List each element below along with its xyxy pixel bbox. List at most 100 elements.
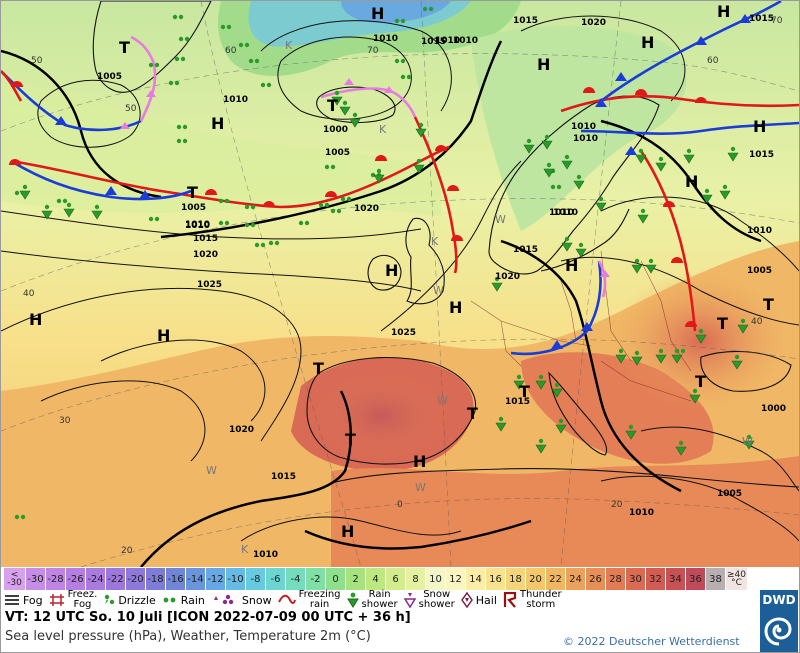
weather-legend: Fog Freez. Fog Drizzle Rain Snow Freezin…: [4, 590, 759, 610]
rain-dot: [176, 124, 182, 130]
rain-dot: [550, 184, 556, 190]
scale-cell: -26: [66, 568, 86, 590]
warm-front-semicircle: [671, 257, 683, 263]
pressure-label: 1000: [323, 125, 348, 135]
legend-thunderstorm: Thunder storm: [503, 590, 562, 610]
legend-thunderstorm-label: Thunder storm: [519, 589, 562, 610]
pressure-label: 1020: [495, 272, 520, 282]
baltic-coast: [540, 208, 630, 272]
lat-label: 60: [225, 46, 237, 56]
pressure-label: 1025: [391, 328, 416, 338]
scale-cell: -30: [26, 568, 46, 590]
rain-dot: [244, 42, 250, 48]
rain-shower-triangle: [555, 424, 567, 434]
greenland-coast: [92, 1, 212, 93]
copyright[interactable]: © 2022 Deutscher Wetterdienst: [563, 635, 740, 648]
rain-shower-dot: [648, 258, 654, 264]
scale-cell: 38: [706, 568, 726, 590]
lat-label: 70: [367, 46, 379, 56]
scale-cell: -10: [226, 568, 246, 590]
pressure-label: 1005: [717, 489, 742, 499]
graticule: [1, 1, 799, 567]
temperature-scale: < -30 -30 -28 -26 -24 -22 -20 -18 -16 -14 -12 -10-…: [4, 568, 748, 590]
rain-dot: [148, 216, 154, 222]
rain-shower-triangle: [731, 360, 743, 370]
cold-front-russia: [639, 150, 697, 332]
pressure-label: 1015: [513, 245, 538, 255]
pressure-centers: H H H H H H H H H H H H H H T T T T T T T T T T: [29, 2, 774, 541]
pressure-label: 1015: [749, 150, 774, 160]
lat-label: 0: [397, 500, 403, 510]
weather-code-labels: W W W W W W K K K K: [206, 39, 753, 556]
rain-dot: [62, 198, 68, 204]
ireland-coast: [367, 254, 402, 291]
legend-fog-label: Fog: [23, 593, 43, 607]
dwd-logo-text: DWD: [762, 593, 796, 607]
rain-shower-dot: [558, 418, 564, 424]
rain-shower-dot: [674, 348, 680, 354]
rain-dot: [346, 196, 352, 202]
legend-snow-label: Snow: [241, 593, 272, 607]
rain-shower-dot: [734, 354, 740, 360]
scandinavia-coast: [488, 95, 660, 275]
rain-shower-triangle: [413, 164, 425, 174]
rain-dot: [422, 6, 428, 12]
low-pressure-marker: T: [695, 372, 706, 391]
scale-high-value: ≥40: [727, 570, 746, 580]
rain-shower-triangle: [719, 190, 731, 200]
rain-shower-triangle: [535, 444, 547, 454]
legend-snow: Snow: [211, 593, 272, 607]
rain-shower-triangle: [543, 168, 555, 178]
valid-time: VT: 12 UTC So. 10 Juli [ICON 2022-07-09 …: [5, 610, 411, 625]
rain-dot: [244, 222, 250, 228]
rain-shower-dot: [638, 148, 644, 154]
low-pressure-marker: T: [519, 382, 530, 401]
rain-dot: [174, 80, 180, 86]
rain-dot: [154, 216, 160, 222]
rain-dot: [172, 14, 178, 20]
rain-shower-triangle: [683, 154, 695, 164]
rain-shower-triangle: [637, 214, 649, 224]
rain-dot: [330, 164, 336, 170]
rain-shower-dot: [554, 382, 560, 388]
coastlines: [92, 1, 799, 488]
rain-shower-triangle: [671, 354, 683, 364]
rain-dot: [178, 14, 184, 20]
rain-dot: [220, 24, 226, 30]
low-pressure-marker: T: [717, 314, 728, 333]
dwd-swirl-icon: [764, 617, 792, 646]
rain-dot: [182, 138, 188, 144]
rain-shower-triangle: [495, 422, 507, 432]
dwd-logo[interactable]: DWD: [760, 590, 798, 652]
scale-cells: -30 -28 -26 -24 -22 -20 -18 -16 -14 -12 -10 -8 -6 -4-…: [26, 568, 726, 590]
scale-cell: 16: [486, 568, 506, 590]
scale-cell: -28: [46, 568, 66, 590]
rain-shower-dot: [634, 258, 640, 264]
pressure-label: 1010: [573, 134, 598, 144]
weather-code: K: [241, 543, 249, 556]
rain-shower-triangle: [523, 144, 535, 154]
cold-front-north-sea: [413, 116, 458, 274]
rain-shower-triangle: [675, 446, 687, 456]
high-pressure-marker: H: [29, 310, 42, 329]
rain-shower-triangle: [655, 354, 667, 364]
cold-front-triangle: [581, 322, 593, 331]
pressure-label: 1020: [229, 425, 254, 435]
pressure-label: 1005: [747, 266, 772, 276]
rain-shower-triangle: [491, 282, 503, 292]
rain-shower-triangle: [655, 162, 667, 172]
rain-shower-dot: [498, 416, 504, 422]
rain-shower-dot: [544, 134, 550, 140]
lat-labels: 70 60 50 40 30 20 60 40 50 0 20 70: [23, 16, 783, 556]
rain-shower-dot: [618, 348, 624, 354]
rain-shower-dot: [740, 318, 746, 324]
scale-cell: 24: [566, 568, 586, 590]
rain-shower-dot: [692, 388, 698, 394]
high-pressure-marker: H: [371, 4, 384, 23]
warm-front-semicircle: [663, 201, 675, 207]
warm-front-semicircle: [263, 201, 275, 207]
legend-rain-shower: Rain shower: [346, 590, 398, 610]
scale-high-end: ≥40 °C: [726, 568, 748, 590]
pressure-label: 1020: [354, 204, 379, 214]
